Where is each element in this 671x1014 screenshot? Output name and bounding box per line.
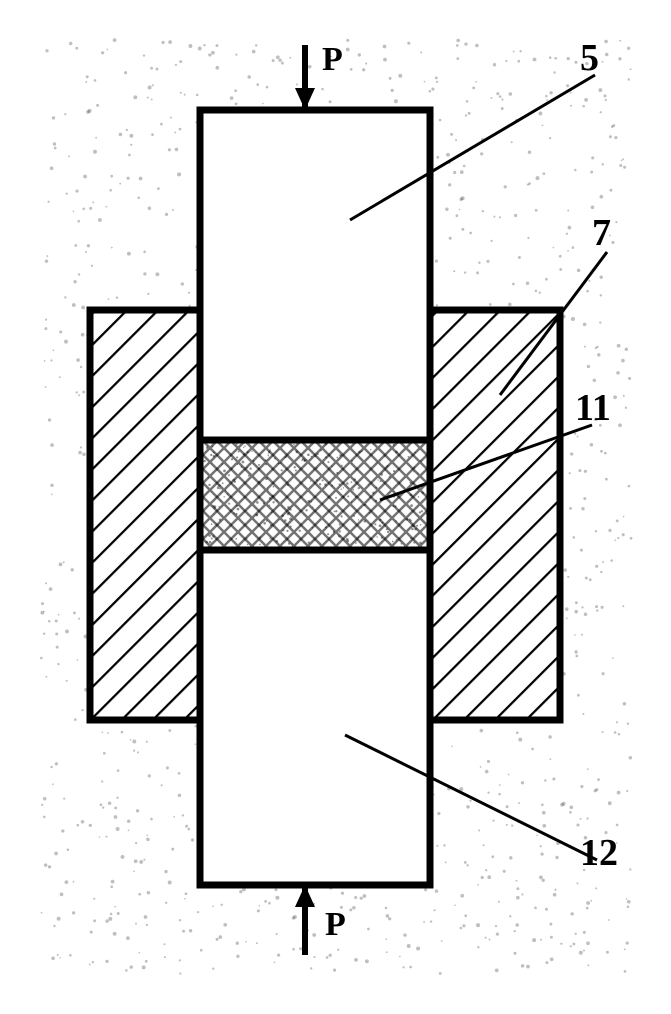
bottom-punch [200, 550, 430, 885]
top-punch [200, 110, 430, 440]
label-P_bottom: P [325, 906, 346, 943]
label-l5: 5 [580, 37, 599, 79]
label-P_top: P [322, 41, 343, 78]
label-l7: 7 [592, 212, 611, 254]
label-l11: 11 [575, 387, 611, 429]
label-l12: 12 [580, 832, 618, 874]
